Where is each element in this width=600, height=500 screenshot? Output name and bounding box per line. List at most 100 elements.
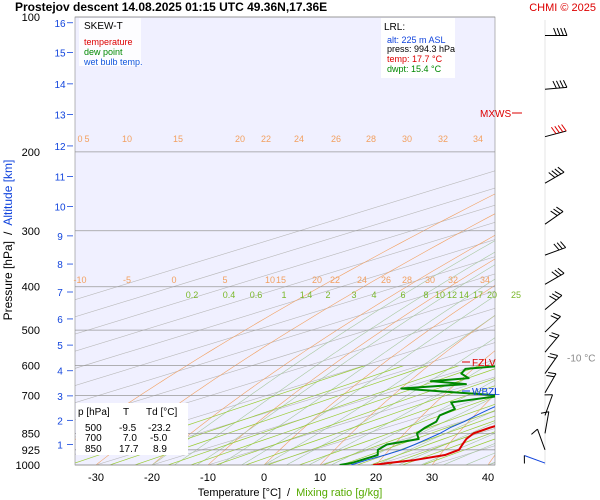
legend-temperature: temperature bbox=[84, 37, 133, 47]
pressure-tick-label: 200 bbox=[22, 147, 40, 159]
mixing-ratio-line bbox=[167, 365, 460, 465]
isotherm-line bbox=[75, 239, 495, 369]
wind-barb-feather bbox=[550, 315, 559, 320]
wind-barb-feather bbox=[551, 271, 559, 278]
altitude-tick-label: 2 bbox=[57, 416, 63, 427]
altitude-tick-label: 3 bbox=[57, 392, 63, 403]
altitude-tick-label: 10 bbox=[54, 203, 66, 214]
wind-barb-feather bbox=[557, 125, 564, 133]
x-axis-title-temp: Temperature [°C] bbox=[198, 487, 281, 499]
isotherm-line bbox=[75, 307, 495, 438]
wind-barb-feather bbox=[556, 242, 563, 250]
dry-adiabat-label: 30 bbox=[425, 275, 435, 285]
temperature-tick-label: 30 bbox=[426, 472, 438, 484]
profiles bbox=[339, 365, 495, 465]
dry-adiabat-label: 20 bbox=[312, 275, 322, 285]
table-cell-p-500: 500 bbox=[85, 423, 102, 434]
mixing-ratio-label: 8 bbox=[423, 290, 428, 300]
wind-barb-feather bbox=[549, 295, 557, 301]
wind-barb-feather bbox=[546, 375, 555, 378]
moist-adiabat-line bbox=[420, 433, 495, 465]
wind-barb-feather bbox=[562, 79, 568, 88]
legend-dewpoint: dew point bbox=[84, 47, 123, 57]
isotherm-line bbox=[151, 359, 495, 465]
dry-adiabat-label: 0 bbox=[171, 275, 176, 285]
isotherm-line bbox=[75, 222, 495, 352]
wind-barb-staff bbox=[524, 455, 546, 464]
altitude-tick-label: 8 bbox=[57, 260, 63, 271]
dry-adiabat-label: 22 bbox=[261, 134, 271, 144]
mixing-ratio-line bbox=[245, 378, 495, 465]
table-cell-t-850: 17.7 bbox=[119, 444, 139, 455]
pressure-tick-label: 500 bbox=[22, 325, 40, 337]
wind-barb-feather bbox=[552, 80, 557, 89]
dry-adiabat-label: 0 bbox=[77, 134, 82, 144]
altitude-tick-label: 4 bbox=[57, 367, 63, 378]
mixing-ratio-label: 3 bbox=[351, 290, 356, 300]
dry-adiabat-label: 10 bbox=[122, 134, 132, 144]
wind-barb-feather bbox=[563, 27, 568, 36]
table-cell-td-700: -5.0 bbox=[150, 433, 168, 444]
isotherm-line bbox=[75, 170, 495, 300]
temperature-axis: -30 -20 -10 0 10 20 30 40 bbox=[88, 472, 494, 484]
wind-barb-staff bbox=[544, 295, 563, 311]
dry-adiabat-label: 5 bbox=[222, 275, 227, 285]
dry-adiabat-label: 34 bbox=[473, 134, 483, 144]
wind-barb-feather bbox=[553, 243, 560, 251]
table-cell-p-700: 700 bbox=[85, 433, 102, 444]
dry-adiabat-label: 30 bbox=[402, 134, 412, 144]
dry-adiabat-line bbox=[544, 17, 600, 465]
mixing-ratio-line bbox=[299, 396, 495, 465]
dry-adiabat-label: 5 bbox=[84, 134, 89, 144]
y-axis-title-pressure: Pressure [hPa] bbox=[1, 241, 15, 320]
x-axis-title-sep: / bbox=[287, 487, 291, 499]
x-axis-title-mixing: Mixing ratio [g/kg] bbox=[296, 487, 382, 499]
table-cell-td-500: -23.2 bbox=[148, 423, 171, 434]
pressure-tick-label: 850 bbox=[22, 428, 40, 440]
dry-adiabat-label: 15 bbox=[173, 134, 183, 144]
table-background bbox=[76, 403, 188, 455]
mixing-ratio-label: 25 bbox=[511, 290, 521, 300]
wind-barb-staff bbox=[544, 316, 561, 333]
legend-wetbulb: wet bulb temp. bbox=[83, 57, 143, 67]
mixing-ratio-label: 0.4 bbox=[223, 290, 236, 300]
wind-barb-feather bbox=[531, 428, 538, 435]
wetbulb-profile bbox=[350, 406, 495, 465]
table-header-p: p [hPa] bbox=[78, 407, 110, 418]
temperature-tick-label: 20 bbox=[370, 472, 382, 484]
wind-barb-feather bbox=[553, 27, 557, 36]
mixing-ratio-label: 4 bbox=[371, 290, 376, 300]
dry-adiabat-label: 28 bbox=[402, 275, 412, 285]
isotherm-line bbox=[75, 187, 495, 318]
plot-frame bbox=[74, 16, 496, 466]
wind-barb-feather bbox=[553, 312, 561, 317]
altitude-tick-label: 14 bbox=[54, 80, 66, 91]
dry-adiabat-label: 26 bbox=[381, 275, 391, 285]
wind-barb-feather bbox=[550, 210, 558, 216]
credit-text: CHMI © 2025 bbox=[529, 2, 596, 14]
lrl-title: LRL: bbox=[384, 22, 405, 33]
mixing-ratio-label: 1 bbox=[281, 290, 286, 300]
isotherm-line bbox=[487, 462, 495, 465]
moist-adiabat-line bbox=[398, 422, 495, 465]
altitude-tick-label: 12 bbox=[54, 142, 66, 153]
wind-barb-staff bbox=[544, 247, 566, 256]
plot-labels: -80-70-60-50-40-30-20-10 °C0510152022242… bbox=[73, 134, 595, 364]
temperature-tick-label: -10 bbox=[200, 472, 216, 484]
table-cell-t-500: -9.5 bbox=[119, 423, 137, 434]
isobars bbox=[74, 16, 496, 466]
pressure-axis: 100 200 300 400 500 600 700 850 925 1000 bbox=[16, 12, 40, 472]
wind-barb-feather bbox=[560, 241, 567, 248]
dry-adiabat-label: -10 bbox=[73, 275, 86, 285]
legend-title: SKEW-T bbox=[84, 21, 123, 32]
wind-barb-feather bbox=[548, 371, 557, 375]
isotherm-line bbox=[75, 273, 495, 404]
lrl-press: press: 994.3 hPa bbox=[387, 44, 455, 54]
altitude-tick-label: 15 bbox=[54, 48, 66, 59]
pressure-tick-label: 1000 bbox=[16, 460, 40, 472]
mixing-ratio-line bbox=[322, 403, 495, 465]
dry-adiabat-label: 32 bbox=[448, 275, 458, 285]
plot-area bbox=[75, 17, 495, 465]
table-cell-td-850: 8.9 bbox=[153, 444, 167, 455]
wind-barb-feather bbox=[551, 170, 559, 177]
